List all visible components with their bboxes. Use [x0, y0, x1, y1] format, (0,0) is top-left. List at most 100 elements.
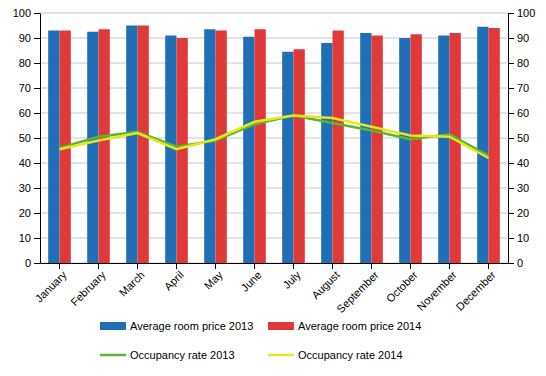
tick-label: 20 — [19, 207, 31, 219]
bar — [360, 33, 371, 263]
y2-axis: 0102030405060708090100 — [508, 7, 535, 269]
chart: 0102030405060708090100010203040506070809… — [0, 0, 546, 376]
tick-mark — [508, 263, 514, 264]
legend: Average room price 2013 Average room pric… — [100, 320, 421, 361]
tick: 0 — [25, 257, 40, 269]
tick-label: February — [68, 268, 108, 308]
legend-label: Average room price 2013 — [130, 320, 253, 332]
tick-label: 0 — [517, 257, 523, 269]
tick: May — [202, 263, 226, 292]
tick-mark — [34, 188, 40, 189]
tick-mark — [34, 238, 40, 239]
bar — [399, 38, 410, 263]
bar-series — [60, 26, 500, 264]
tick: February — [68, 263, 108, 308]
tick: 20 — [508, 207, 529, 219]
bar-series — [48, 26, 488, 264]
tick: 30 — [19, 182, 40, 194]
tick: 50 — [508, 132, 529, 144]
tick-mark — [508, 138, 514, 139]
bar — [48, 31, 59, 264]
tick-label: 90 — [19, 32, 31, 44]
tick: June — [238, 263, 263, 294]
tick: 20 — [19, 207, 40, 219]
tick-label: 20 — [517, 207, 529, 219]
bar — [282, 52, 293, 263]
legend-label: Average room price 2014 — [298, 320, 421, 332]
tick-mark — [34, 63, 40, 64]
tick-mark — [508, 188, 514, 189]
tick-label: May — [202, 268, 226, 292]
tick-mark — [34, 163, 40, 164]
bar — [450, 33, 461, 263]
tick-mark — [34, 113, 40, 114]
tick-label: October — [384, 268, 420, 304]
legend-item: Occupancy rate 2013 — [100, 349, 235, 361]
tick: 100 — [13, 7, 40, 19]
bar — [216, 31, 227, 264]
tick: 0 — [508, 257, 523, 269]
tick-label: 50 — [19, 132, 31, 144]
tick: 60 — [508, 107, 529, 119]
grid-line — [40, 63, 508, 64]
grid-line — [40, 13, 508, 14]
tick: 90 — [508, 32, 529, 44]
grid — [40, 13, 508, 263]
tick-label: September — [334, 268, 381, 315]
grid-line — [40, 163, 508, 164]
tick-mark — [34, 213, 40, 214]
tick-label: 40 — [517, 157, 529, 169]
tick: 100 — [508, 7, 535, 19]
legend-item: Average room price 2014 — [268, 320, 421, 332]
tick: January — [33, 263, 70, 305]
tick-mark — [508, 13, 514, 14]
bar — [438, 36, 449, 264]
tick: 30 — [508, 182, 529, 194]
bar — [243, 37, 254, 263]
tick-label: 30 — [517, 182, 529, 194]
tick-mark — [34, 263, 40, 264]
tick-label: 90 — [517, 32, 529, 44]
tick-label: 30 — [19, 182, 31, 194]
tick-mark — [508, 238, 514, 239]
tick-mark — [34, 38, 40, 39]
tick: 90 — [19, 32, 40, 44]
bar — [411, 34, 422, 263]
bar — [321, 43, 332, 263]
tick: November — [414, 263, 459, 313]
bar — [138, 26, 149, 264]
tick-label: 70 — [19, 82, 31, 94]
grid-line — [40, 238, 508, 239]
tick: 10 — [19, 232, 40, 244]
tick: 10 — [508, 232, 529, 244]
tick-label: 60 — [517, 107, 529, 119]
bar — [99, 29, 110, 263]
legend-item: Average room price 2013 — [100, 320, 253, 332]
bar — [477, 27, 488, 263]
tick-mark — [508, 63, 514, 64]
tick-label: 50 — [517, 132, 529, 144]
tick: April — [162, 263, 186, 293]
tick: March — [117, 263, 147, 299]
legend-swatch — [268, 322, 294, 330]
tick: 60 — [19, 107, 40, 119]
tick-label: August — [309, 269, 342, 302]
tick-mark — [508, 163, 514, 164]
legend-label: Occupancy rate 2014 — [298, 349, 403, 361]
tick-mark — [508, 213, 514, 214]
tick: 70 — [508, 82, 529, 94]
grid-line — [40, 113, 508, 114]
tick-label: 70 — [517, 82, 529, 94]
bar — [294, 49, 305, 263]
tick-label: 60 — [19, 107, 31, 119]
bar — [126, 26, 137, 264]
tick: 70 — [19, 82, 40, 94]
x-axis: JanuaryFebruaryMarchAprilMayJuneJulyAugu… — [33, 263, 509, 315]
bar — [333, 31, 344, 264]
tick: 80 — [19, 57, 40, 69]
tick: 40 — [19, 157, 40, 169]
tick-mark — [34, 88, 40, 89]
bar — [204, 29, 215, 263]
bar — [87, 32, 98, 263]
axis-line — [41, 263, 509, 264]
